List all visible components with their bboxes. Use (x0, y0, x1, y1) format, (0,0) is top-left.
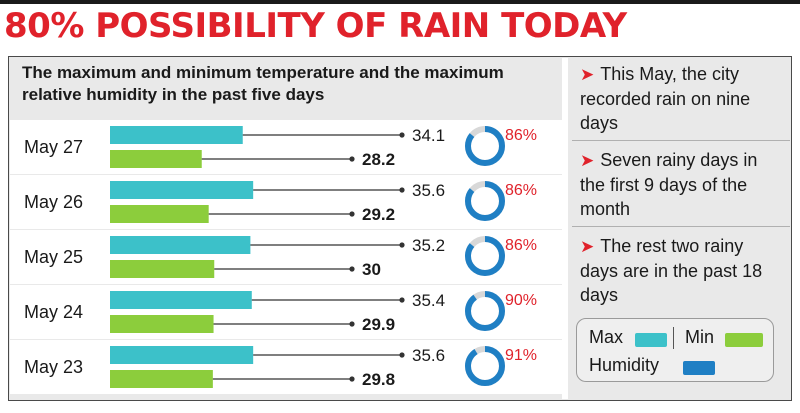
max-bar (110, 236, 251, 254)
humidity-value-label: 86% (505, 237, 537, 254)
min-value-label: 30 (362, 260, 381, 279)
note-text: Seven rainy days in the first 9 days of … (580, 150, 758, 219)
note-2: ➤ Seven rainy days in the first 9 days of… (580, 148, 780, 221)
max-leader-dot (399, 352, 405, 358)
humidity-ring (465, 291, 505, 331)
min-value-label: 29.9 (362, 315, 395, 334)
note-1: ➤ This May, the city recorded rain on nin… (580, 62, 780, 135)
min-leader-dot (349, 266, 355, 272)
category-label: May 26 (24, 192, 83, 212)
temperature-humidity-chart: May 27 34.1 28.2 86% May 26 35.6 29.2 86% May 25… (24, 126, 537, 389)
min-bar (110, 205, 209, 223)
min-value-label: 29.2 (362, 205, 395, 224)
note-text: This May, the city recorded rain on nine… (580, 64, 751, 133)
min-value-label: 29.8 (362, 370, 395, 389)
max-value-label: 35.6 (412, 346, 445, 365)
max-value-label: 35.4 (412, 291, 445, 310)
min-leader-dot (349, 376, 355, 382)
note-separator (572, 140, 790, 141)
max-leader-dot (399, 187, 405, 193)
min-leader-dot (349, 321, 355, 327)
note-separator (572, 226, 790, 227)
legend-humidity-swatch (683, 361, 715, 375)
max-leader-dot (399, 132, 405, 138)
min-value-label: 28.2 (362, 150, 395, 169)
humidity-ring (465, 181, 505, 221)
legend-humidity-label: Humidity (589, 355, 660, 375)
max-leader-dot (399, 242, 405, 248)
note-text: The rest two rainy days are in the past … (580, 236, 763, 305)
humidity-ring (465, 126, 505, 166)
category-label: May 23 (24, 357, 83, 377)
legend-max-label: Max (589, 327, 624, 347)
humidity-ring (465, 346, 505, 386)
humidity-value-label: 86% (505, 182, 537, 199)
category-label: May 24 (24, 302, 83, 322)
humidity-value-label: 90% (505, 292, 537, 309)
category-label: May 25 (24, 247, 83, 267)
humidity-ring (465, 236, 505, 276)
legend-max-swatch (635, 333, 667, 347)
min-bar (110, 315, 214, 333)
headline: 80% POSSIBILITY OF RAIN TODAY (4, 6, 627, 46)
arrow-icon: ➤ (580, 151, 595, 170)
humidity-value-label: 91% (505, 347, 537, 364)
column-divider (562, 58, 568, 399)
min-bar (110, 370, 213, 388)
max-value-label: 35.2 (412, 236, 445, 255)
category-label: May 27 (24, 137, 83, 157)
legend-min-label: Min (685, 327, 715, 347)
arrow-icon: ➤ (580, 65, 595, 84)
max-bar (110, 126, 243, 144)
arrow-icon: ➤ (580, 237, 595, 256)
max-bar (110, 181, 254, 199)
min-leader-dot (349, 211, 355, 217)
max-value-label: 34.1 (412, 126, 445, 145)
min-leader-dot (349, 156, 355, 162)
legend-divider (673, 327, 674, 349)
legend-min-swatch (725, 333, 763, 347)
max-bar (110, 346, 254, 364)
humidity-value-label: 86% (505, 127, 537, 144)
note-3: ➤ The rest two rainy days are in the past… (580, 234, 780, 307)
chart-area: The maximum and minimum temperature and … (10, 58, 562, 399)
max-bar (110, 291, 252, 309)
min-bar (110, 260, 215, 278)
max-value-label: 35.6 (412, 181, 445, 200)
top-rule (0, 0, 800, 4)
chart-title: The maximum and minimum temperature and … (22, 63, 504, 104)
legend: Max Min Humidity (576, 318, 774, 382)
max-leader-dot (399, 297, 405, 303)
min-bar (110, 150, 202, 168)
